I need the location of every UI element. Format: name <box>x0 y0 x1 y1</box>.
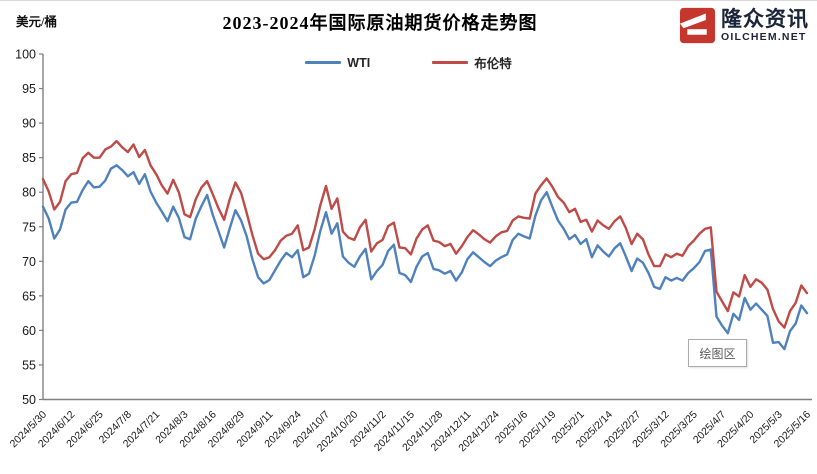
wti-line <box>41 164 809 351</box>
y-tick-label: 100 <box>15 48 36 62</box>
y-axis-unit-label: 美元/桶 <box>16 15 57 29</box>
y-tick-label: 90 <box>22 117 36 131</box>
chart-title: 2023-2024年国际原油期货价格走势图 <box>222 13 538 33</box>
y-tick-label: 55 <box>22 358 36 372</box>
y-tick-label: 85 <box>22 151 36 165</box>
plot-area-tooltip: 绘图区 <box>688 339 747 367</box>
y-tick-label: 70 <box>22 255 36 269</box>
y-tick-label: 60 <box>22 324 36 338</box>
oilchem-logo-icon <box>679 7 716 44</box>
y-tick-label: 95 <box>22 82 36 96</box>
y-tick-label: 65 <box>22 289 36 303</box>
y-tick-label: 50 <box>22 393 36 407</box>
y-tick-label: 75 <box>22 220 36 234</box>
brand-name: 隆众资讯 <box>721 7 809 31</box>
brand-domain: OILCHEM.NET <box>721 30 807 43</box>
brent-line <box>41 139 809 329</box>
brand-logo: 隆众资讯 OILCHEM.NET <box>679 7 809 44</box>
y-tick-label: 80 <box>22 186 36 200</box>
